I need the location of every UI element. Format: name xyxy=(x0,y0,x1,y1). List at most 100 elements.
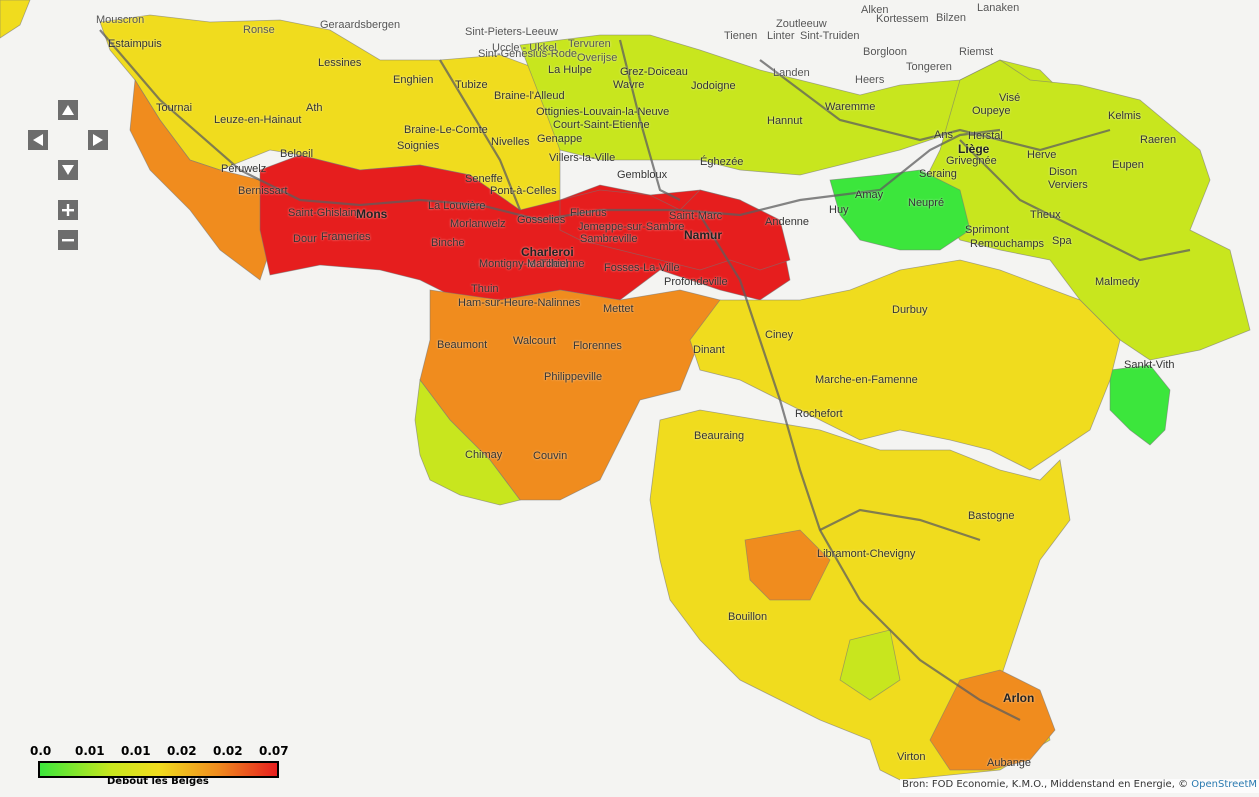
place-label: Charleroi xyxy=(521,245,574,259)
place-label: Soignies xyxy=(397,140,440,152)
region-famenne[interactable] xyxy=(689,259,1121,471)
place-label: Jemeppe-sur-Sambre xyxy=(578,221,685,233)
place-label: Theux xyxy=(1030,209,1061,221)
place-label: Hannut xyxy=(767,115,803,127)
place-label: Mouscron xyxy=(96,14,145,26)
place-label: Leuze-en-Hainaut xyxy=(214,114,302,126)
place-label: La Louvière xyxy=(428,200,486,212)
place-label: Pont-à-Celles xyxy=(490,185,557,197)
pan-down-button[interactable] xyxy=(58,160,78,180)
wallonia-region-layer xyxy=(0,0,1251,781)
place-label: Arlon xyxy=(1003,691,1035,705)
place-label: Saint-Marc xyxy=(669,210,723,222)
place-label: Sint-Pieters-Leeuw xyxy=(465,26,558,38)
zoom-out-button[interactable] xyxy=(58,230,78,250)
place-label: Alken xyxy=(861,4,889,16)
place-label: Visé xyxy=(999,92,1021,104)
place-label: Huy xyxy=(829,204,849,216)
place-label: La Hulpe xyxy=(548,64,593,76)
place-label: Sint-Truiden xyxy=(800,30,860,42)
place-label: Landen xyxy=(773,67,810,79)
place-label: Binche xyxy=(431,237,465,249)
place-label: Péruwelz xyxy=(221,163,267,175)
place-label: Gembloux xyxy=(617,169,668,181)
highway-line xyxy=(439,59,522,211)
place-label: Fosses-La-Ville xyxy=(604,262,680,274)
place-label: Profondeville xyxy=(664,276,728,288)
region-fragment-northwest[interactable] xyxy=(0,0,31,39)
place-label: Durbuy xyxy=(892,304,928,316)
place-label: Chimay xyxy=(465,449,503,461)
legend-tick: 0.0 xyxy=(30,744,52,758)
place-label: Grez-Doiceau xyxy=(620,66,688,78)
openstreetmap-link[interactable]: OpenStreetM xyxy=(1191,779,1257,790)
place-label: Florennes xyxy=(573,340,622,352)
place-label: Bouillon xyxy=(728,611,768,623)
place-label: Riemst xyxy=(959,46,994,58)
place-label: Lessines xyxy=(318,57,362,69)
place-label: Herstal xyxy=(968,130,1003,142)
right-arrow-icon xyxy=(93,134,103,146)
place-label: Jodoigne xyxy=(691,80,736,92)
map-attribution: Bron: FOD Economie, K.M.O., Middenstand … xyxy=(900,779,1259,793)
region-sambre-axis[interactable] xyxy=(259,154,791,311)
place-label: Genappe xyxy=(537,133,583,145)
place-label: Philippeville xyxy=(544,371,603,383)
place-label: Braine-l'Alleud xyxy=(494,90,565,102)
place-label: Wavre xyxy=(613,79,645,91)
legend-color-bar xyxy=(38,761,279,778)
place-label: Neupré xyxy=(908,197,945,209)
region-liege-south[interactable] xyxy=(829,169,971,251)
region-paliseul[interactable] xyxy=(744,529,831,601)
region-florenville[interactable] xyxy=(839,629,901,701)
place-label: Namur xyxy=(684,228,723,242)
place-label: Heers xyxy=(855,74,885,86)
region-st-vith[interactable] xyxy=(1109,364,1171,446)
pan-left-button[interactable] xyxy=(28,130,48,150)
place-label: Marchienne xyxy=(527,258,585,270)
highway-line xyxy=(759,59,1111,152)
place-label: Mettet xyxy=(603,303,634,315)
attribution-text: Bron: FOD Economie, K.M.O., Middenstand … xyxy=(902,779,1189,790)
legend-scale: 0.0 0.01 0.01 0.02 0.02 0.07 xyxy=(30,744,289,758)
place-label: Morlanwelz xyxy=(450,218,506,230)
place-label: Malmedy xyxy=(1095,276,1140,288)
legend-tick: 0.01 xyxy=(121,744,151,758)
legend-tick: 0.01 xyxy=(75,744,105,758)
region-chimay[interactable] xyxy=(414,378,521,506)
place-label: Bernissart xyxy=(238,185,288,197)
place-label: Sint-Genesius-Rode xyxy=(478,48,578,60)
place-label: Beloeil xyxy=(280,148,314,160)
plus-icon xyxy=(62,204,74,216)
place-label: Dinant xyxy=(693,344,725,356)
place-label: Éghezée xyxy=(700,156,744,168)
place-label: Couvin xyxy=(533,450,568,462)
place-label: Borgloon xyxy=(863,46,908,58)
place-label: Marche-en-Famenne xyxy=(815,374,918,386)
place-label: Court-Saint-Etienne xyxy=(553,119,650,131)
place-label: Oupeye xyxy=(972,105,1011,117)
region-arlon[interactable] xyxy=(929,669,1056,771)
place-label: Ath xyxy=(306,102,323,114)
legend-tick: 0.07 xyxy=(259,744,289,758)
highway-line xyxy=(618,39,681,201)
region-tournai[interactable] xyxy=(129,78,271,281)
place-label: Bilzen xyxy=(936,12,966,24)
place-label: Tubize xyxy=(455,79,488,91)
place-label: Walcourt xyxy=(513,335,556,347)
place-label: Virton xyxy=(897,751,926,763)
pan-right-button[interactable] xyxy=(88,130,108,150)
pan-up-button[interactable] xyxy=(58,100,78,120)
place-label: Frameries xyxy=(321,231,371,243)
place-label: Waremme xyxy=(825,101,876,113)
place-label: Estaimpuis xyxy=(108,38,162,50)
left-arrow-icon xyxy=(33,134,43,146)
place-label: Fleurus xyxy=(570,207,607,219)
place-label: Nivelles xyxy=(491,136,530,148)
zoom-in-button[interactable] xyxy=(58,200,78,220)
highway-line xyxy=(99,29,1001,222)
place-label: Montigny-le-Tilleul xyxy=(479,258,568,270)
highway-line xyxy=(699,214,1021,721)
